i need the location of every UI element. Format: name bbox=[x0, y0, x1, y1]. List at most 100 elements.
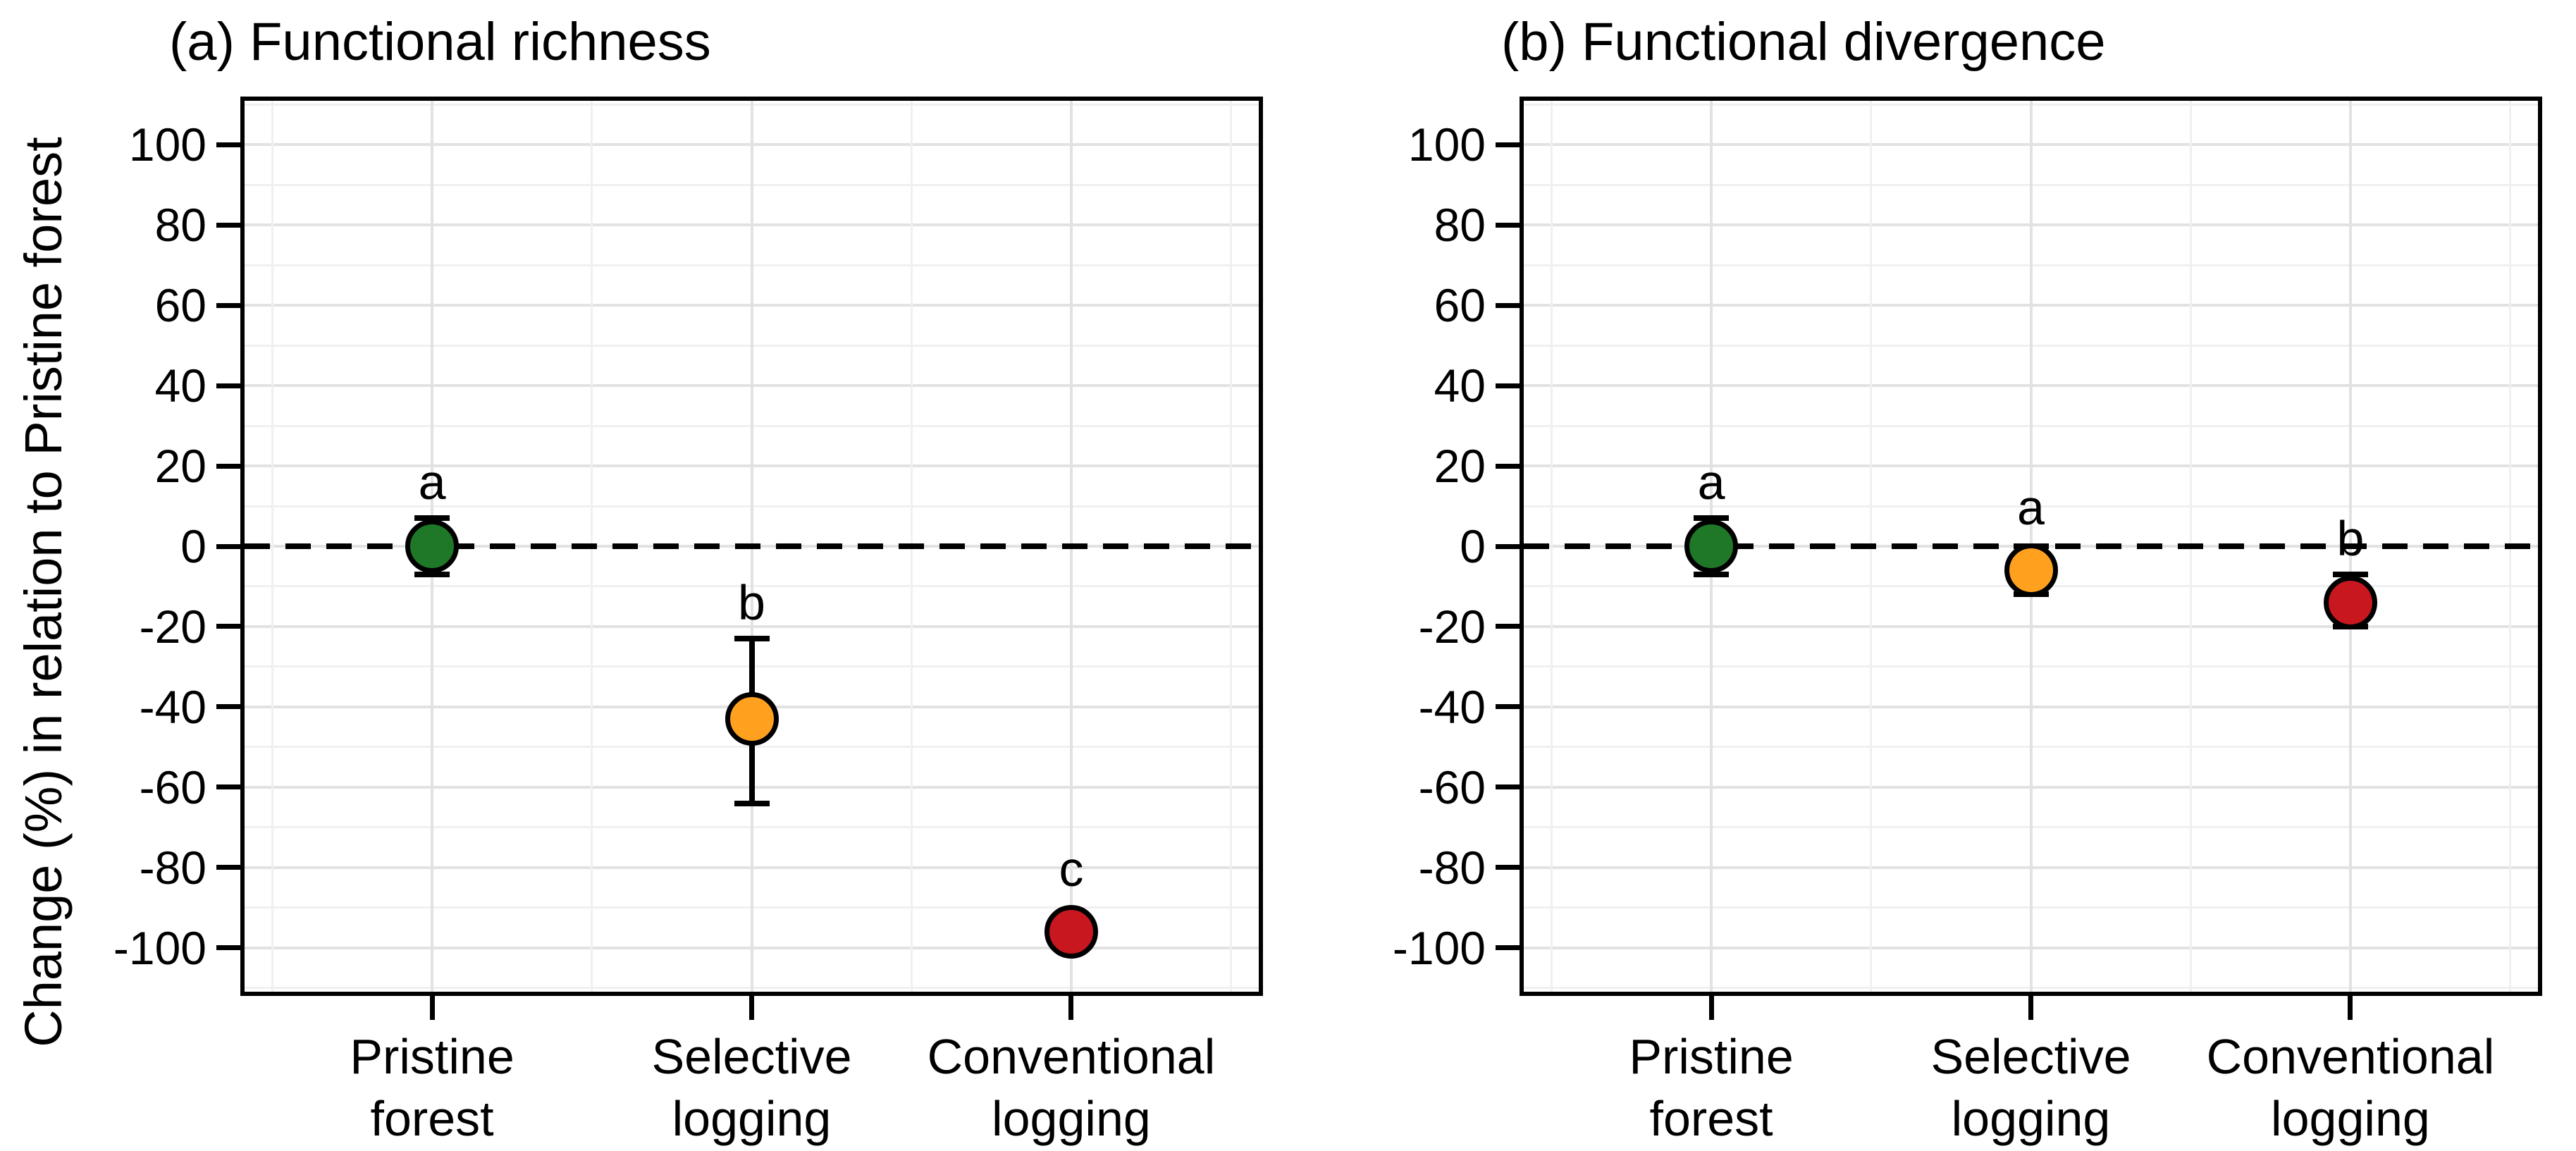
y-tick-mark bbox=[1496, 704, 1520, 710]
sig-letter-pristine-forest: a bbox=[418, 455, 446, 510]
minor-gridline-h bbox=[245, 264, 1259, 266]
sig-letter-selective-logging: a bbox=[2017, 480, 2045, 536]
error-bar-cap-upper-conventional-logging bbox=[2332, 571, 2368, 577]
y-tick-label: 20 bbox=[1434, 440, 1486, 493]
minor-gridline-h bbox=[245, 103, 1259, 106]
major-gridline-h bbox=[1524, 304, 2538, 307]
y-tick-mark bbox=[216, 784, 240, 790]
minor-gridline-h bbox=[1524, 424, 2538, 427]
sig-letter-conventional-logging: b bbox=[2336, 510, 2365, 566]
x-tick-mark bbox=[749, 996, 754, 1020]
y-tick-mark bbox=[1496, 865, 1520, 870]
major-gridline-h bbox=[1524, 705, 2538, 708]
y-tick-label: 40 bbox=[1434, 359, 1486, 412]
y-tick-label: -80 bbox=[139, 841, 207, 894]
major-gridline-h bbox=[1524, 143, 2538, 147]
y-tick-mark bbox=[1496, 624, 1520, 629]
data-point-selective-logging bbox=[725, 691, 779, 746]
y-axis-title: Change (%) in relation to Pristine fores… bbox=[14, 137, 73, 1047]
y-tick-label: 60 bbox=[154, 279, 207, 332]
y-tick-mark bbox=[216, 624, 240, 629]
x-tick-mark bbox=[1068, 996, 1074, 1020]
y-tick-label: 20 bbox=[154, 440, 207, 493]
y-tick-label: -100 bbox=[113, 921, 207, 974]
y-tick-label: 100 bbox=[1407, 118, 1486, 171]
y-tick-mark bbox=[1496, 142, 1520, 147]
y-tick-mark bbox=[216, 142, 240, 147]
y-tick-mark bbox=[216, 543, 240, 549]
x-tick-mark bbox=[2348, 996, 2353, 1020]
minor-gridline-h bbox=[245, 826, 1259, 829]
y-tick-mark bbox=[1496, 784, 1520, 790]
y-tick-mark bbox=[1496, 543, 1520, 549]
data-point-selective-logging bbox=[2004, 543, 2058, 598]
major-gridline-h bbox=[245, 143, 1259, 147]
data-point-conventional-logging bbox=[1044, 904, 1098, 959]
major-gridline-h bbox=[1524, 866, 2538, 869]
minor-gridline-h bbox=[1524, 183, 2538, 186]
minor-gridline-h bbox=[1524, 344, 2538, 347]
minor-gridline-h bbox=[1524, 103, 2538, 106]
y-tick-mark bbox=[1496, 302, 1520, 308]
y-tick-label: 80 bbox=[1434, 199, 1486, 252]
x-tick-label-conventional-logging: Conventional logging bbox=[2206, 1029, 2495, 1146]
minor-gridline-h bbox=[245, 906, 1259, 909]
y-tick-label: -60 bbox=[1418, 761, 1486, 813]
minor-gridline-h bbox=[1524, 987, 2538, 990]
y-tick-mark bbox=[1496, 945, 1520, 951]
y-tick-label: -20 bbox=[1418, 600, 1486, 653]
major-gridline-h bbox=[245, 223, 1259, 227]
zero-reference-line bbox=[245, 543, 1259, 549]
y-tick-mark bbox=[216, 704, 240, 710]
error-bar-cap-upper-selective-logging bbox=[734, 636, 770, 642]
plot-area-a: a b c bbox=[240, 97, 1263, 996]
x-tick-label-selective-logging: Selective logging bbox=[1930, 1029, 2131, 1146]
y-tick-mark bbox=[216, 302, 240, 308]
sig-letter-pristine-forest: a bbox=[1697, 455, 1725, 510]
x-tick-label-selective-logging: Selective logging bbox=[651, 1029, 852, 1146]
major-gridline-h bbox=[1524, 946, 2538, 949]
major-gridline-h bbox=[1524, 384, 2538, 388]
error-bar-cap-lower-selective-logging bbox=[734, 800, 770, 806]
plot-area-b: a a b bbox=[1520, 97, 2542, 996]
y-tick-mark bbox=[216, 945, 240, 951]
y-tick-mark bbox=[1496, 383, 1520, 388]
error-bar-cap-upper-pristine-forest bbox=[1694, 515, 1730, 522]
data-point-conventional-logging bbox=[2323, 575, 2377, 629]
error-bar-cap-upper-pristine-forest bbox=[414, 515, 450, 522]
major-gridline-h bbox=[245, 384, 1259, 388]
major-gridline-h bbox=[245, 304, 1259, 307]
y-tick-label: 0 bbox=[180, 520, 207, 572]
y-tick-mark bbox=[216, 463, 240, 469]
panel-title-a: (a) Functional richness bbox=[169, 12, 711, 72]
x-tick-mark bbox=[2028, 996, 2033, 1020]
y-tick-label: -80 bbox=[1418, 841, 1486, 894]
y-tick-label: 40 bbox=[154, 359, 207, 412]
x-tick-mark bbox=[1708, 996, 1714, 1020]
major-gridline-h bbox=[1524, 624, 2538, 628]
y-tick-mark bbox=[216, 865, 240, 870]
y-tick-label: 100 bbox=[128, 118, 207, 171]
minor-gridline-h bbox=[245, 183, 1259, 186]
data-point-pristine-forest bbox=[405, 519, 460, 573]
error-bar-cap-lower-pristine-forest bbox=[414, 571, 450, 577]
y-tick-label: -40 bbox=[1418, 680, 1486, 733]
y-tick-mark bbox=[1496, 222, 1520, 228]
y-tick-label: 60 bbox=[1434, 279, 1486, 332]
minor-gridline-h bbox=[245, 344, 1259, 347]
x-tick-mark bbox=[429, 996, 435, 1020]
minor-gridline-h bbox=[1524, 906, 2538, 909]
major-gridline-h bbox=[1524, 223, 2538, 227]
x-tick-label-pristine-forest: Pristine forest bbox=[1629, 1029, 1794, 1146]
x-tick-label-conventional-logging: Conventional logging bbox=[927, 1029, 1216, 1146]
y-tick-label: 80 bbox=[154, 199, 207, 252]
y-tick-label: -60 bbox=[139, 761, 207, 813]
minor-gridline-h bbox=[1524, 746, 2538, 749]
major-gridline-h bbox=[1524, 785, 2538, 789]
minor-gridline-h bbox=[1524, 665, 2538, 668]
y-tick-mark bbox=[216, 222, 240, 228]
error-bar-cap-lower-pristine-forest bbox=[1694, 571, 1730, 577]
minor-gridline-h bbox=[245, 987, 1259, 990]
sig-letter-selective-logging: b bbox=[738, 575, 765, 631]
